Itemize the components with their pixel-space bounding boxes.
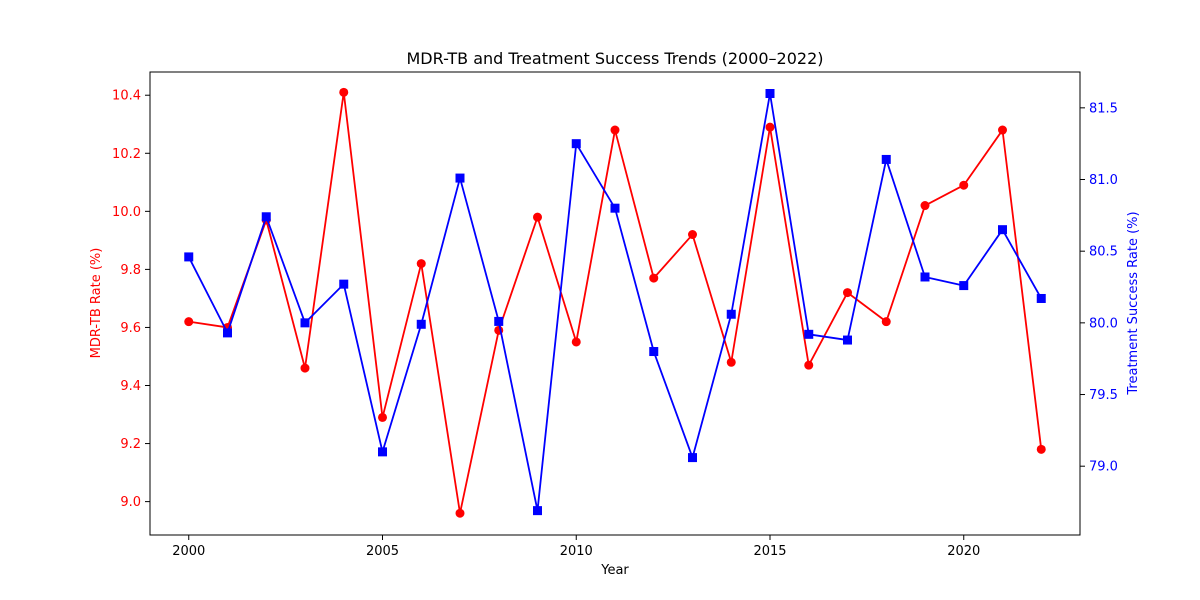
data-point-mdr-tb xyxy=(765,122,775,132)
data-point-treatment-success xyxy=(959,281,969,291)
data-point-treatment-success xyxy=(765,89,775,99)
x-tick-label: 2020 xyxy=(947,544,980,559)
data-point-treatment-success xyxy=(998,225,1007,235)
data-point-treatment-success xyxy=(688,453,697,463)
data-point-treatment-success xyxy=(494,316,504,326)
data-point-treatment-success xyxy=(610,203,620,213)
right-y-axis-label: Treatment Success Rate (%) xyxy=(1126,211,1141,395)
data-point-mdr-tb xyxy=(1036,444,1046,454)
data-point-mdr-tb xyxy=(920,201,930,211)
data-point-treatment-success xyxy=(223,328,232,338)
x-tick-label: 2010 xyxy=(560,544,593,559)
data-point-treatment-success xyxy=(533,506,542,516)
data-point-treatment-success xyxy=(339,279,349,289)
chart-title: MDR-TB and Treatment Success Trends (200… xyxy=(406,49,823,68)
right-y-tick-label: 81.0 xyxy=(1089,173,1118,188)
right-y-tick-label: 79.0 xyxy=(1089,460,1118,475)
left-y-tick-label: 10.4 xyxy=(112,89,141,104)
left-y-axis-label: MDR-TB Rate (%) xyxy=(89,248,104,359)
right-y-tick-label: 79.5 xyxy=(1089,388,1118,403)
data-point-treatment-success xyxy=(843,335,852,345)
data-point-mdr-tb xyxy=(959,180,969,190)
data-point-mdr-tb xyxy=(843,288,852,298)
x-tick-label: 2000 xyxy=(172,544,205,559)
left-y-tick-label: 10.0 xyxy=(112,205,141,220)
data-point-mdr-tb xyxy=(339,87,349,97)
data-point-treatment-success xyxy=(1036,293,1046,303)
data-point-treatment-success xyxy=(455,173,465,183)
data-point-mdr-tb xyxy=(649,273,659,283)
left-y-tick-label: 10.2 xyxy=(112,147,141,162)
x-axis-label: Year xyxy=(600,563,629,578)
data-point-treatment-success xyxy=(300,318,310,328)
data-point-treatment-success xyxy=(920,272,930,282)
data-point-mdr-tb xyxy=(881,317,891,327)
data-point-treatment-success xyxy=(378,447,387,457)
data-point-treatment-success xyxy=(184,252,194,262)
x-tick-label: 2015 xyxy=(753,544,786,559)
x-tick-label: 2005 xyxy=(366,544,399,559)
data-point-mdr-tb xyxy=(726,357,736,367)
data-point-mdr-tb xyxy=(998,125,1007,135)
data-point-mdr-tb xyxy=(571,337,581,347)
left-y-tick-label: 9.2 xyxy=(120,437,141,452)
data-point-treatment-success xyxy=(571,139,581,149)
right-y-tick-label: 80.5 xyxy=(1089,245,1118,260)
plot-frame xyxy=(149,71,1081,536)
data-point-mdr-tb xyxy=(455,508,465,518)
left-y-tick-label: 9.4 xyxy=(120,379,141,394)
data-point-treatment-success xyxy=(804,329,814,339)
plot-area xyxy=(184,87,1046,518)
data-point-treatment-success xyxy=(261,212,271,222)
data-point-mdr-tb xyxy=(416,259,426,269)
data-point-mdr-tb xyxy=(378,412,387,422)
data-point-mdr-tb xyxy=(610,125,620,135)
left-y-tick-label: 9.0 xyxy=(120,495,141,510)
data-point-treatment-success xyxy=(726,309,736,319)
data-point-mdr-tb xyxy=(300,363,310,373)
data-point-mdr-tb xyxy=(688,230,697,240)
right-y-tick-label: 81.5 xyxy=(1089,101,1118,116)
left-y-tick-label: 9.6 xyxy=(120,321,141,336)
data-point-treatment-success xyxy=(881,154,891,164)
data-point-mdr-tb xyxy=(184,317,194,327)
left-y-tick-label: 9.8 xyxy=(120,263,141,278)
data-point-treatment-success xyxy=(649,347,659,357)
data-point-mdr-tb xyxy=(533,212,542,222)
right-y-tick-label: 80.0 xyxy=(1089,316,1118,331)
data-point-treatment-success xyxy=(416,319,426,329)
axes: 2000 2005 2010 2015 2020 9.0 9.2 9.4 9.6 9.8 10.0 1… xyxy=(112,71,1118,559)
data-point-mdr-tb xyxy=(804,360,814,370)
